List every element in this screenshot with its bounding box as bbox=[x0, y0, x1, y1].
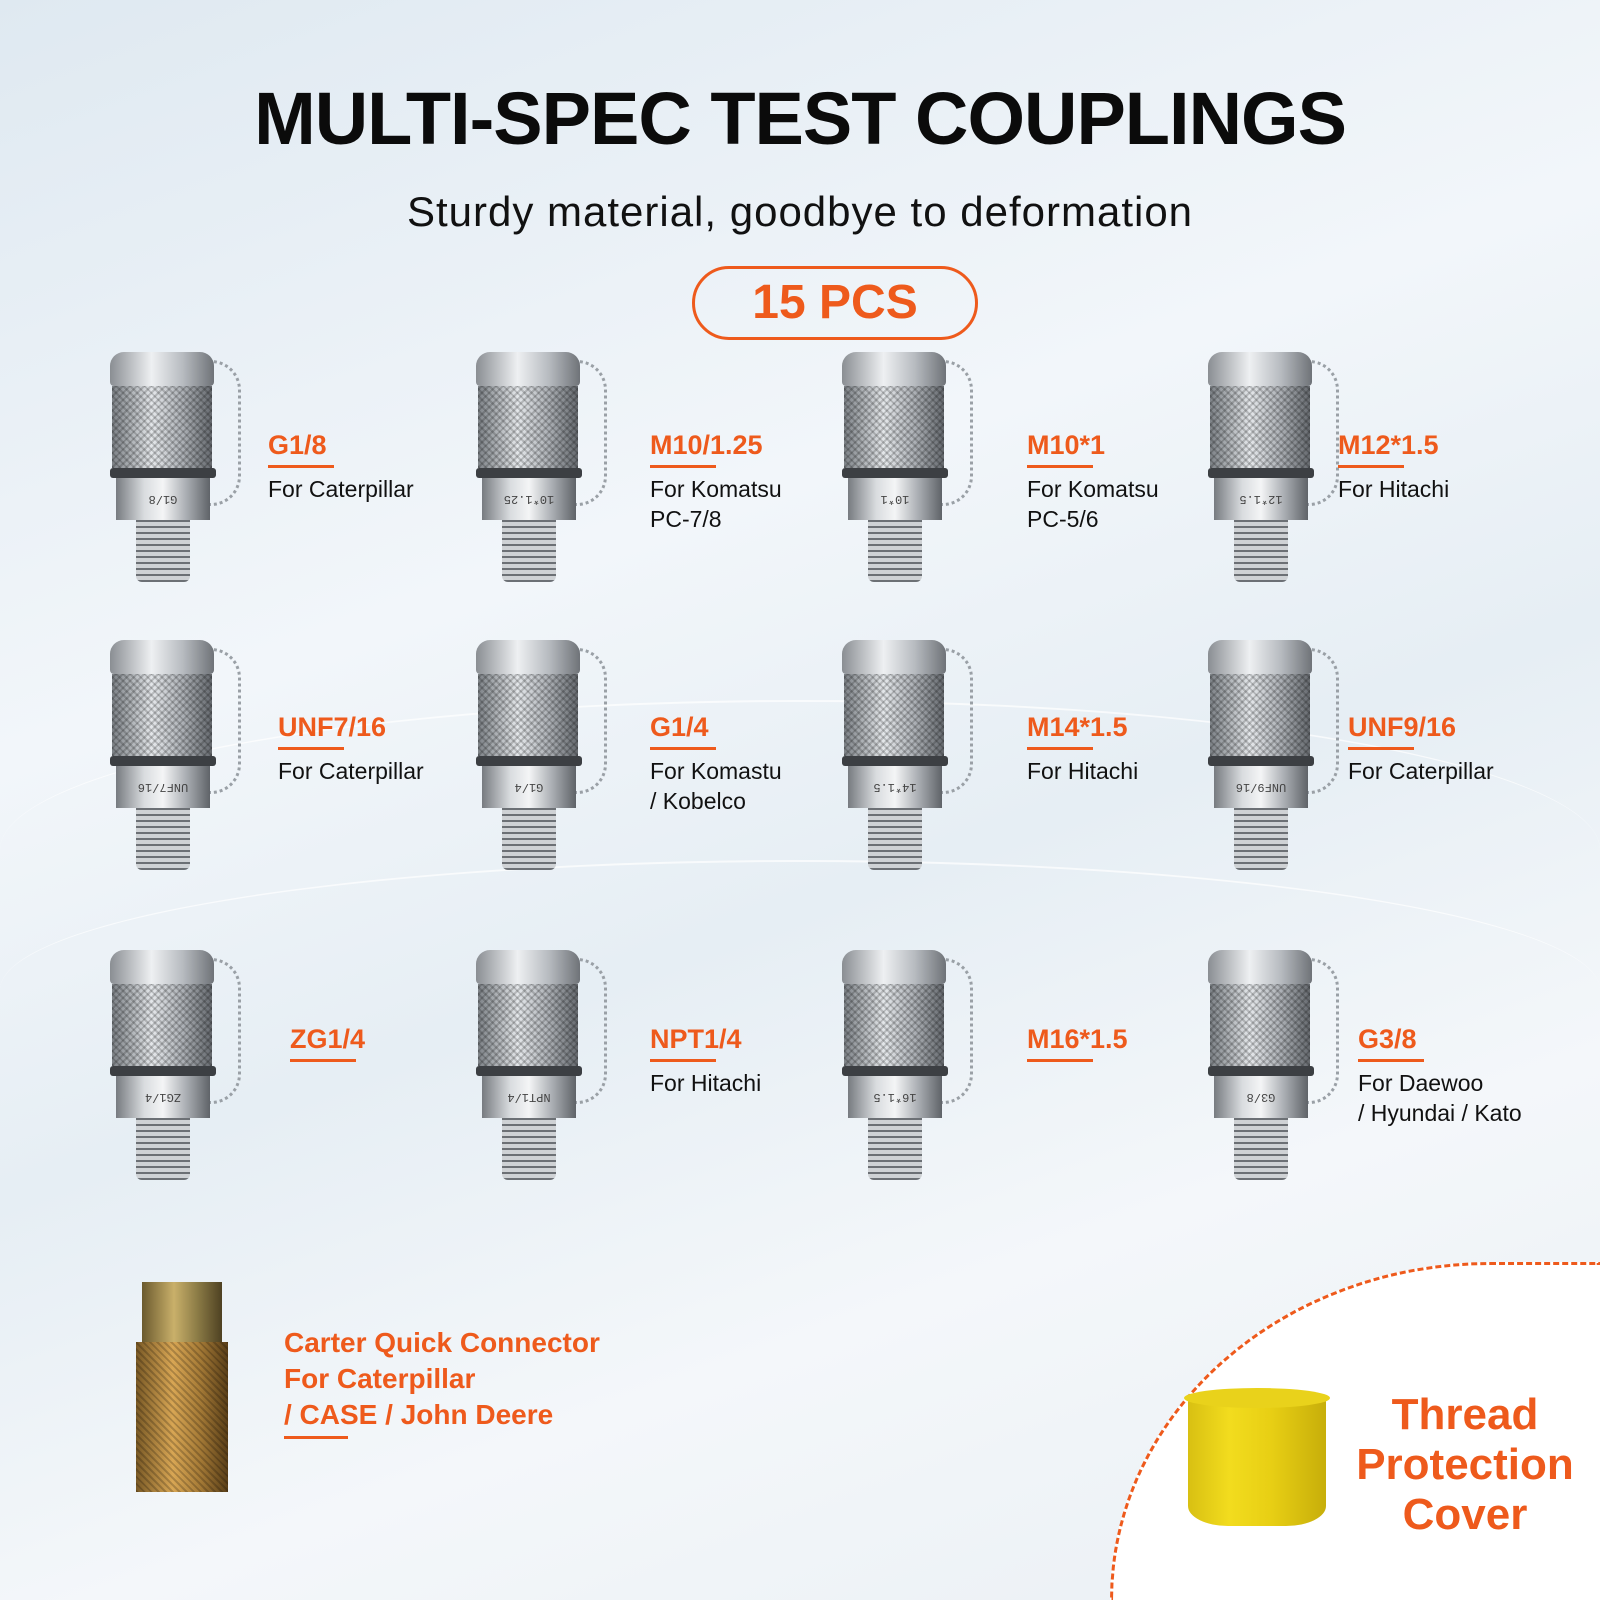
coupling-marking: UNF9/16 bbox=[1235, 780, 1287, 794]
coupling-spec: M12*1.5 bbox=[1338, 430, 1439, 460]
coupling-marking: G3/8 bbox=[1246, 1090, 1276, 1104]
spec-underline bbox=[290, 1059, 356, 1062]
page-title: MULTI-SPEC TEST COUPLINGS bbox=[254, 77, 1347, 160]
coupling-marking: G1/4 bbox=[514, 780, 544, 794]
carter-underline bbox=[284, 1436, 348, 1439]
coupling-spec: M14*1.5 bbox=[1027, 712, 1128, 742]
coupling-compatibility: For Caterpillar bbox=[278, 758, 424, 784]
coupling-spec: M16*1.5 bbox=[1027, 1024, 1128, 1054]
coupling-image: 16*1.5 bbox=[840, 950, 973, 1185]
background-wave bbox=[0, 860, 1600, 1120]
coupling-compatibility: For Hitachi bbox=[650, 1070, 762, 1096]
coupling-image: ZG1/4 bbox=[108, 950, 241, 1185]
subtitle: Sturdy material, goodbye to deformation bbox=[406, 188, 1194, 235]
spec-underline bbox=[1027, 465, 1093, 468]
coupling-spec: G3/8 bbox=[1358, 1024, 1417, 1054]
spec-underline bbox=[278, 747, 344, 750]
coupling-compatibility: For Komatsu PC-5/6 bbox=[1027, 476, 1159, 532]
coupling-marking: 10*1 bbox=[880, 492, 910, 506]
spec-underline bbox=[1358, 1059, 1424, 1062]
coupling-spec: M10/1.25 bbox=[650, 430, 763, 460]
coupling-image: 10*1.25 bbox=[474, 352, 607, 587]
spec-underline bbox=[650, 1059, 716, 1062]
coupling-spec: M10*1 bbox=[1027, 430, 1106, 460]
coupling-spec: UNF9/16 bbox=[1348, 712, 1457, 742]
coupling-marking: ZG1/4 bbox=[145, 1090, 182, 1104]
coupling-image: 10*1 bbox=[840, 352, 973, 587]
coupling-marking: 10*1.25 bbox=[503, 492, 555, 506]
yellow-cap-image bbox=[1184, 1388, 1330, 1528]
coupling-compatibility: For Daewoo / Hyundai / Kato bbox=[1358, 1070, 1522, 1126]
coupling-image: 14*1.5 bbox=[840, 640, 973, 875]
coupling-compatibility: For Komastu / Kobelco bbox=[650, 758, 782, 814]
coupling-image: G1/4 bbox=[474, 640, 607, 875]
coupling-compatibility: For Caterpillar bbox=[1348, 758, 1494, 784]
spec-underline bbox=[650, 747, 716, 750]
carter-connector-label: Carter Quick Connector For Caterpillar /… bbox=[284, 1327, 600, 1430]
coupling-marking: G1/8 bbox=[148, 492, 178, 506]
coupling-marking: 12*1.5 bbox=[1239, 492, 1283, 506]
coupling-image: G3/8 bbox=[1206, 950, 1339, 1185]
coupling-spec: NPT1/4 bbox=[650, 1024, 742, 1054]
spec-underline bbox=[268, 465, 334, 468]
coupling-compatibility: For Caterpillar bbox=[268, 476, 414, 502]
coupling-image: UNF7/16 bbox=[108, 640, 241, 875]
coupling-marking: UNF7/16 bbox=[137, 780, 189, 794]
coupling-marking: 14*1.5 bbox=[873, 780, 917, 794]
coupling-marking: 16*1.5 bbox=[873, 1090, 917, 1104]
thread-protection-cover-label: Thread Protection Cover bbox=[1356, 1390, 1574, 1539]
coupling-spec: G1/4 bbox=[650, 712, 709, 742]
coupling-image: 12*1.5 bbox=[1206, 352, 1339, 587]
spec-underline bbox=[1027, 1059, 1093, 1062]
coupling-spec: G1/8 bbox=[268, 430, 327, 460]
spec-underline bbox=[650, 465, 716, 468]
coupling-compatibility: For Hitachi bbox=[1027, 758, 1139, 784]
quantity-badge: 15 PCS bbox=[692, 266, 978, 340]
coupling-compatibility: For Komatsu PC-7/8 bbox=[650, 476, 782, 532]
coupling-spec: UNF7/16 bbox=[278, 712, 387, 742]
coupling-image: G1/8 bbox=[108, 352, 241, 587]
carter-quick-connector-image bbox=[132, 1282, 232, 1522]
spec-underline bbox=[1027, 747, 1093, 750]
coupling-compatibility: For Hitachi bbox=[1338, 476, 1450, 502]
coupling-spec: ZG1/4 bbox=[290, 1024, 366, 1054]
background-wave bbox=[0, 700, 1600, 1000]
coupling-image: NPT1/4 bbox=[474, 950, 607, 1185]
coupling-marking: NPT1/4 bbox=[507, 1090, 551, 1104]
spec-underline bbox=[1338, 465, 1404, 468]
spec-underline bbox=[1348, 747, 1414, 750]
coupling-image: UNF9/16 bbox=[1206, 640, 1339, 875]
